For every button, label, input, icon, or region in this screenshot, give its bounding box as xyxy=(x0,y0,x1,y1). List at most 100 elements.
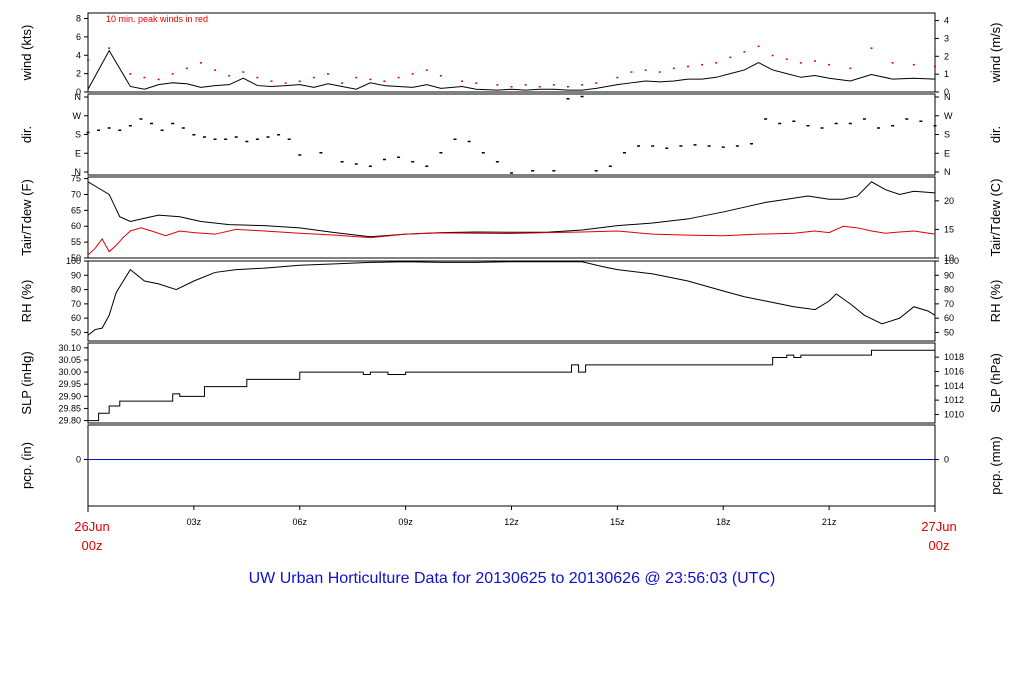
dir-series-0-point xyxy=(425,165,429,167)
dir-series-0-point xyxy=(651,145,655,147)
dir-series-0-point xyxy=(622,152,626,154)
wind-series-1-point xyxy=(870,47,873,49)
dir-series-0-point xyxy=(181,127,185,129)
dir-series-0-point xyxy=(531,170,535,172)
dir-right-tick-label: S xyxy=(944,130,950,140)
wind-series-1-point xyxy=(87,59,89,61)
temp-left-tick-label: 70 xyxy=(71,189,81,199)
pcp-right-tick-label: 0 xyxy=(944,455,949,465)
dir-right-tick-label: N xyxy=(944,167,951,177)
pcp-frame xyxy=(87,424,936,507)
wind-series-1-point xyxy=(284,82,287,84)
wind-series-1-point xyxy=(312,76,315,79)
wind-series-1-point xyxy=(425,69,428,71)
slp-left-tick-label: 29.85 xyxy=(58,403,81,413)
wind-series-1-point xyxy=(814,60,817,62)
temp-right-tick-label: 20 xyxy=(944,196,954,206)
rh-right-axis-label: RH (%) xyxy=(988,280,1003,323)
dir-series-0-point xyxy=(213,138,217,140)
wind-series-1-point xyxy=(672,67,675,70)
wind-series-1-point xyxy=(934,65,936,68)
dir-frame xyxy=(87,93,936,176)
rh-left-tick-label: 100 xyxy=(66,256,81,266)
wind-series-1-point xyxy=(686,65,689,68)
dir-left-tick-label: N xyxy=(75,92,82,102)
wind-series-1-point xyxy=(729,56,732,59)
dir-series-0-point xyxy=(86,131,90,134)
wind-left-tick-label: 0 xyxy=(76,87,81,97)
dir-series-0-point xyxy=(266,136,270,138)
wind-series-1-point xyxy=(411,73,414,75)
temp-left-tick-label: 75 xyxy=(71,174,81,184)
x-start-date-label: 26Jun xyxy=(74,519,109,534)
wind-series-1-point xyxy=(701,63,704,66)
rh-left-axis-label: RH (%) xyxy=(19,280,34,323)
wind-frame xyxy=(87,12,936,93)
dir-series-0-point xyxy=(97,129,101,131)
wind-series-1-point xyxy=(461,80,464,82)
slp-right-tick-label: 1018 xyxy=(944,352,964,362)
dir-series-0-point xyxy=(397,156,401,158)
wind-series-1-point xyxy=(397,76,400,79)
wind-series-1-point xyxy=(108,47,111,49)
slp-right-tick-label: 1016 xyxy=(944,366,964,376)
slp-frame xyxy=(87,342,936,424)
slp-right-tick-label: 1012 xyxy=(944,395,964,405)
dir-series-0-point xyxy=(319,152,323,154)
dir-series-0-point xyxy=(139,118,143,120)
wind-series-1-point xyxy=(743,51,746,53)
dir-series-0-point xyxy=(171,122,175,125)
wind-series-1-point xyxy=(616,76,619,79)
wind-left-axis-label: wind (kts) xyxy=(19,25,34,82)
slp-left-tick-label: 29.90 xyxy=(58,391,81,401)
rh-left-tick-label: 90 xyxy=(71,270,81,280)
temp-right-tick-label: 15 xyxy=(944,224,954,234)
slp-left-tick-label: 30.10 xyxy=(58,343,81,353)
dir-series-0-point xyxy=(481,152,485,154)
dir-series-0-point xyxy=(891,125,895,127)
dir-series-0-point xyxy=(905,118,909,120)
wind-series-1-point xyxy=(595,82,598,84)
wind-series-1-point xyxy=(171,73,174,75)
temp-left-tick-label: 65 xyxy=(71,205,81,215)
dir-left-axis-label: dir. xyxy=(19,126,34,143)
wind-left-tick-label: 6 xyxy=(76,32,81,42)
slp-left-tick-label: 29.80 xyxy=(58,416,81,426)
dir-series-0-point xyxy=(919,120,923,122)
dir-series-0-point xyxy=(933,125,937,127)
wind-series-1-point xyxy=(510,85,513,88)
temp-left-tick-label: 50 xyxy=(71,253,81,263)
dir-series-0-point xyxy=(806,125,810,127)
wind-series-1-point xyxy=(566,85,569,88)
rh-right-tick-label: 100 xyxy=(944,256,959,266)
dir-left-tick-label: S xyxy=(75,130,81,140)
x-tick-label: 18z xyxy=(716,517,731,527)
wind-series-1-point xyxy=(228,74,231,77)
slp-left-axis-label: SLP (inHg) xyxy=(19,351,34,414)
dir-series-0-point xyxy=(834,122,838,125)
wind-series-1-point xyxy=(143,76,146,79)
temp-left-tick-label: 55 xyxy=(71,237,81,247)
dir-series-0-point xyxy=(382,158,386,161)
wind-series-1-point xyxy=(199,62,202,64)
x-tick-label: 21z xyxy=(822,517,837,527)
dir-series-0-point xyxy=(792,120,796,122)
wind-left-tick-label: 2 xyxy=(76,69,81,79)
wind-right-tick-label: 3 xyxy=(944,33,949,43)
wind-annotation: 10 min. peak winds in red xyxy=(106,14,208,24)
dir-series-0-point xyxy=(255,138,259,140)
rh-left-tick-label: 80 xyxy=(71,285,81,295)
dir-series-0-point xyxy=(128,125,132,127)
dir-series-0-point xyxy=(234,136,238,138)
dir-series-0-point xyxy=(354,163,358,165)
panel-pcp: 0 0 pcp. (in) pcp. (mm) xyxy=(19,424,1003,507)
temp-series-1-line xyxy=(87,225,936,256)
wind-right-tick-label: 2 xyxy=(944,51,949,61)
rh-right-tick-label: 90 xyxy=(944,270,954,280)
dir-series-0-point xyxy=(245,140,249,143)
dir-series-0-point xyxy=(608,165,612,167)
wind-series-1-point xyxy=(552,84,555,86)
dir-series-0-point xyxy=(679,145,683,147)
slp-left-tick-label: 29.95 xyxy=(58,379,81,389)
